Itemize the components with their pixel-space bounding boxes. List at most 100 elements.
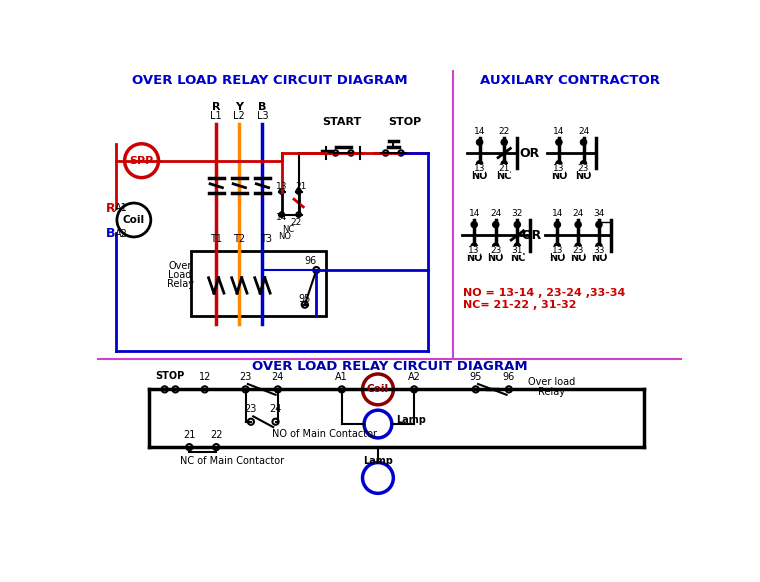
Text: 33: 33: [594, 246, 605, 255]
Text: NO: NO: [570, 254, 586, 264]
Text: 14: 14: [276, 213, 287, 222]
Text: Load: Load: [169, 269, 192, 280]
Text: Coil: Coil: [123, 215, 145, 225]
Text: A2: A2: [407, 372, 420, 382]
Text: OVER LOAD RELAY CIRCUIT DIAGRAM: OVER LOAD RELAY CIRCUIT DIAGRAM: [132, 74, 408, 87]
Circle shape: [515, 243, 521, 249]
Text: 23: 23: [490, 246, 502, 255]
Circle shape: [581, 161, 587, 167]
Text: STOP: STOP: [388, 117, 422, 127]
Text: NO of Main Contactor: NO of Main Contactor: [271, 429, 376, 439]
Text: 23: 23: [245, 404, 257, 414]
Text: B: B: [106, 228, 116, 240]
Text: STOP: STOP: [156, 371, 185, 381]
Text: NO: NO: [488, 254, 504, 264]
Text: T1: T1: [211, 234, 222, 244]
Text: Over: Over: [169, 261, 192, 271]
Text: 22: 22: [499, 127, 510, 136]
Text: A2: A2: [115, 229, 128, 239]
Text: Relay: Relay: [538, 388, 565, 398]
Circle shape: [501, 161, 508, 167]
Text: B: B: [258, 102, 267, 112]
Text: 23: 23: [239, 372, 252, 382]
Text: 21: 21: [183, 430, 195, 440]
Text: NO: NO: [466, 254, 483, 264]
Text: NC: NC: [282, 225, 294, 234]
Text: 22: 22: [210, 430, 223, 440]
Text: 14: 14: [553, 127, 565, 136]
Text: 21: 21: [499, 164, 510, 173]
Text: T2: T2: [233, 234, 245, 244]
Circle shape: [477, 161, 483, 167]
Text: 24: 24: [490, 210, 502, 218]
Text: Y: Y: [236, 102, 243, 112]
Text: NO = 13-14 , 23-24 ,33-34: NO = 13-14 , 23-24 ,33-34: [463, 288, 625, 298]
Text: 95: 95: [299, 294, 311, 304]
Text: A1: A1: [335, 372, 348, 382]
Text: NC: NC: [496, 171, 512, 181]
Text: SPP: SPP: [129, 156, 154, 166]
Text: 13: 13: [553, 164, 565, 173]
Text: OR: OR: [520, 147, 540, 159]
Text: NO: NO: [551, 171, 567, 181]
Text: L3: L3: [257, 111, 268, 121]
Circle shape: [596, 222, 602, 228]
Text: 13: 13: [473, 164, 486, 173]
Circle shape: [492, 243, 499, 249]
Circle shape: [581, 139, 587, 146]
Text: 96: 96: [502, 372, 515, 382]
Circle shape: [556, 139, 562, 146]
Text: 12: 12: [198, 372, 211, 382]
Text: NO: NO: [591, 254, 607, 264]
Circle shape: [556, 161, 562, 167]
Text: 22: 22: [290, 218, 301, 227]
Circle shape: [515, 222, 521, 228]
Circle shape: [554, 222, 560, 228]
Text: 32: 32: [511, 210, 523, 218]
Text: OR: OR: [521, 229, 541, 242]
Text: 31: 31: [511, 246, 523, 255]
Text: NO: NO: [278, 232, 291, 241]
Text: NC= 21-22 , 31-32: NC= 21-22 , 31-32: [463, 300, 576, 310]
Text: NO: NO: [471, 171, 488, 181]
Text: 95: 95: [470, 372, 482, 382]
Circle shape: [501, 139, 508, 146]
Text: 24: 24: [269, 404, 282, 414]
Text: NO: NO: [575, 171, 592, 181]
Text: R: R: [106, 202, 116, 215]
Circle shape: [492, 222, 499, 228]
Circle shape: [596, 243, 602, 249]
Bar: [191, 251, 325, 316]
Text: 24: 24: [271, 372, 284, 382]
Circle shape: [575, 243, 581, 249]
Circle shape: [575, 222, 581, 228]
Text: START: START: [322, 117, 362, 127]
Circle shape: [477, 139, 483, 146]
Text: L2: L2: [233, 111, 245, 121]
Text: T3: T3: [260, 234, 272, 244]
Text: NO: NO: [549, 254, 565, 264]
Text: Lamp: Lamp: [363, 456, 393, 466]
Text: 24: 24: [572, 210, 584, 218]
Text: Lamp: Lamp: [396, 415, 426, 425]
Text: 96: 96: [305, 256, 317, 266]
Text: 14: 14: [552, 210, 563, 218]
Text: Relay: Relay: [166, 279, 194, 289]
Text: 13: 13: [276, 182, 287, 191]
Text: AUXILARY CONTRACTOR: AUXILARY CONTRACTOR: [480, 74, 660, 87]
Circle shape: [471, 222, 477, 228]
Text: 23: 23: [578, 164, 589, 173]
Text: NC: NC: [510, 254, 525, 264]
Text: L1: L1: [211, 111, 222, 121]
Text: NC of Main Contactor: NC of Main Contactor: [180, 456, 284, 466]
Text: 23: 23: [572, 246, 584, 255]
Text: 14: 14: [474, 127, 486, 136]
Text: OVER LOAD RELAY CIRCUIT DIAGRAM: OVER LOAD RELAY CIRCUIT DIAGRAM: [252, 360, 527, 373]
Text: A1: A1: [116, 204, 128, 214]
Text: R: R: [212, 102, 220, 112]
Text: 21: 21: [296, 182, 306, 191]
Circle shape: [471, 243, 477, 249]
Text: Over load: Over load: [527, 377, 575, 386]
Text: 13: 13: [552, 246, 563, 255]
Text: 34: 34: [594, 210, 605, 218]
